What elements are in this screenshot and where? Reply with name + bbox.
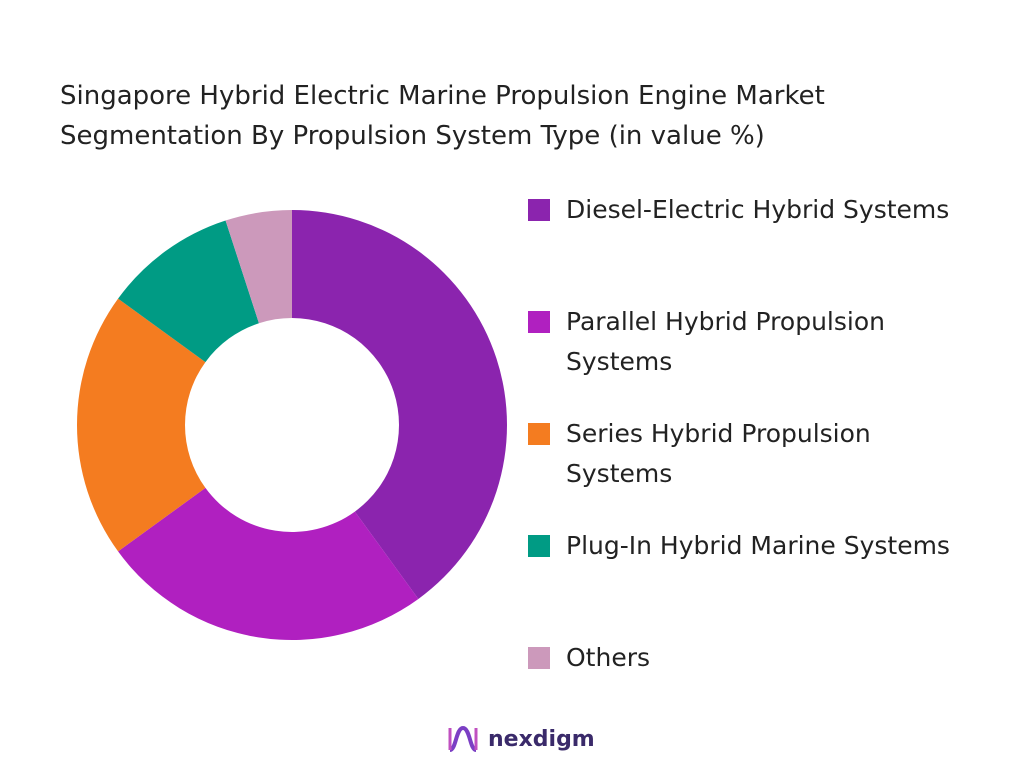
- brand: nexdigm: [488, 726, 595, 752]
- donut-segment: [118, 487, 419, 640]
- legend-label: Plug-In Hybrid Marine Systems: [566, 531, 950, 560]
- logo: nexdigm: [446, 722, 595, 756]
- legend-label: Diesel-Electric Hybrid Systems: [566, 195, 950, 224]
- legend-item: Parallel Hybrid Propulsion Systems: [528, 302, 998, 414]
- legend-swatch: [528, 199, 550, 221]
- legend-label: Parallel Hybrid Propulsion Systems: [566, 307, 885, 376]
- donut-segment: [76, 298, 206, 552]
- chart-title: Singapore Hybrid Electric Marine Propuls…: [60, 81, 825, 151]
- legend-item: Diesel-Electric Hybrid Systems: [528, 190, 998, 302]
- legend-item: Plug-In Hybrid Marine Systems: [528, 526, 998, 638]
- legend-item: Others: [528, 638, 998, 750]
- legend-swatch: [528, 311, 550, 333]
- legend-item: Series Hybrid Propulsion Systems: [528, 414, 998, 526]
- donut-segment: [292, 210, 507, 599]
- donut-segment: [118, 220, 259, 363]
- logo-icon: [448, 725, 478, 752]
- legend-swatch: [528, 535, 550, 557]
- legend-label: Others: [566, 643, 651, 672]
- chart: [76, 210, 507, 640]
- legend-swatch: [528, 647, 550, 669]
- legend: Diesel-Electric Hybrid Systems Parallel H…: [528, 190, 998, 750]
- legend-label: Series Hybrid Propulsion Systems: [566, 419, 871, 488]
- legend-swatch: [528, 423, 550, 445]
- donut-segment: [225, 210, 292, 324]
